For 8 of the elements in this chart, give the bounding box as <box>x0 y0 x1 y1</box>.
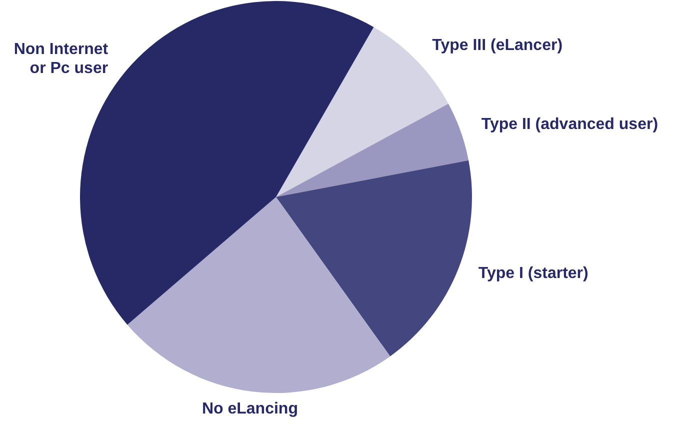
slice-label: Type II (advanced user) <box>481 116 658 133</box>
slice-label: Type I (starter) <box>478 264 588 282</box>
slice-label: Non Internet or Pc user <box>14 40 109 77</box>
pie-slice <box>276 160 472 356</box>
slice-label: No eLancing <box>202 400 298 418</box>
pie-slice <box>127 197 390 393</box>
slice-label: Type III (eLancer) <box>432 36 563 54</box>
pie-slice <box>276 104 469 197</box>
